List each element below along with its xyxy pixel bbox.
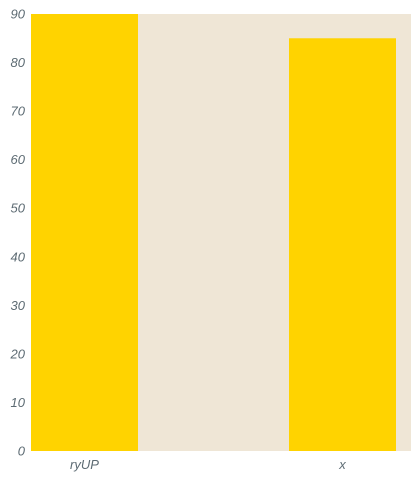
bar-x — [289, 38, 396, 452]
x-tick-label: ryUP — [70, 457, 99, 472]
y-tick-label: 50 — [11, 201, 26, 216]
bar-ryup — [31, 14, 138, 451]
y-tick-label: 20 — [10, 346, 26, 361]
bars-group — [31, 14, 396, 452]
y-tick-label: 90 — [11, 7, 26, 22]
y-tick-label: 70 — [11, 104, 26, 119]
x-axis-ticks: ryUP x — [70, 457, 346, 472]
y-tick-label: 0 — [18, 444, 26, 459]
y-axis-ticks: 0 10 20 30 40 50 60 70 80 90 — [10, 7, 26, 459]
y-tick-label: 10 — [11, 395, 26, 410]
y-tick-label: 80 — [11, 55, 26, 70]
y-tick-label: 30 — [11, 298, 26, 313]
y-tick-label: 60 — [11, 152, 26, 167]
y-tick-label: 40 — [11, 249, 26, 264]
x-tick-label: x — [338, 457, 346, 472]
